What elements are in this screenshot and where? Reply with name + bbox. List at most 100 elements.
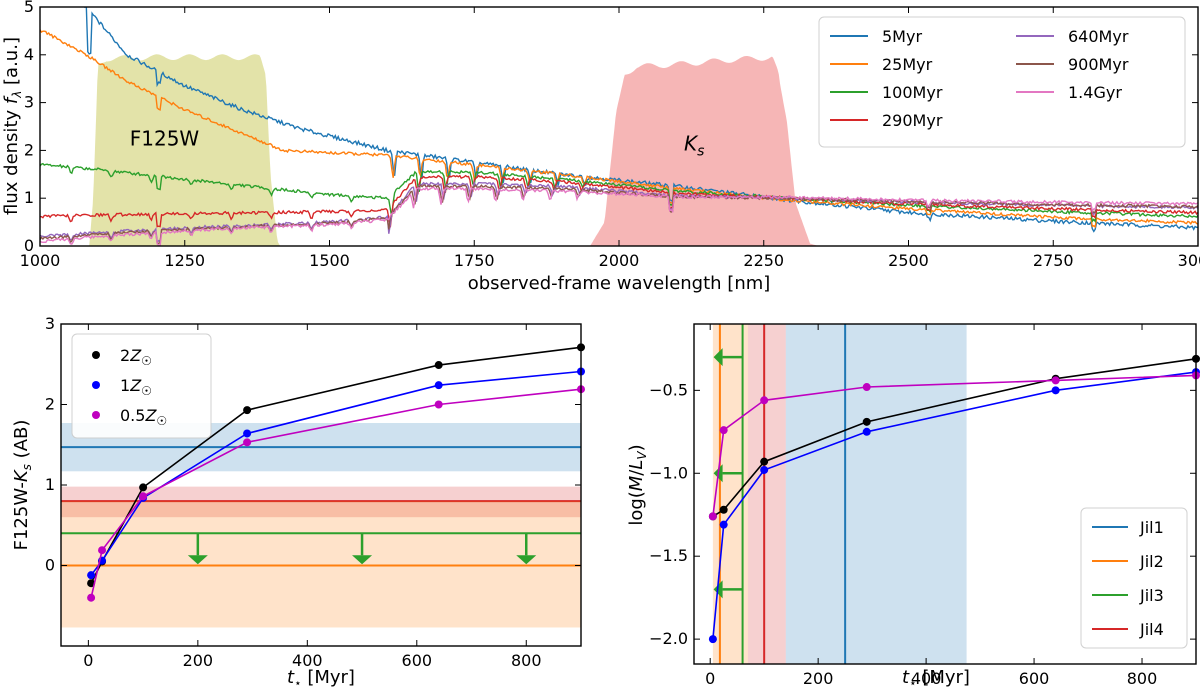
model-point <box>434 400 443 409</box>
top-ytick-label: 1 <box>24 188 34 207</box>
model-point <box>139 492 148 501</box>
top-xtick-label: 2500 <box>888 251 929 270</box>
age-band-jil1 <box>785 324 967 664</box>
track-05z <box>90 388 582 598</box>
br-xtick-label: 0 <box>705 669 715 688</box>
model-point <box>434 361 443 370</box>
filter-ks-label: Ks <box>684 131 704 159</box>
bl-xtick-label: 800 <box>511 651 542 670</box>
ml-track <box>712 371 1197 640</box>
ml-point <box>1051 376 1060 385</box>
spectrum-290myr <box>40 174 1198 228</box>
legend-label: 0.5Z☉ <box>120 406 167 428</box>
top-xtick-label: 2250 <box>743 251 784 270</box>
legend-label-900myr: 900Myr <box>1068 55 1129 74</box>
bl-xtick-label: 0 <box>83 651 93 670</box>
ml-point <box>719 505 728 514</box>
br-ytick-label: −1.5 <box>649 546 688 565</box>
model-point <box>87 593 96 602</box>
age-band-jil4 <box>747 324 786 664</box>
ml-point <box>760 465 769 474</box>
br-xtick-label: 200 <box>803 669 834 688</box>
top-ylabel: flux density fλ [a.u.] <box>1 37 24 215</box>
color-age-panel: 0 200 400 600 800 0 1 2 3 2Z☉ 1Z☉ 0.5Z☉ t⋆ [Myr] F… <box>11 314 585 690</box>
br-ytick-label: −2.0 <box>649 629 688 648</box>
model-point <box>139 483 148 492</box>
legend-label: 2Z☉ <box>120 346 152 368</box>
legend-label-290myr: 290Myr <box>882 111 943 130</box>
ml-point <box>719 520 728 529</box>
model-point <box>87 579 96 588</box>
spectrum-5myr <box>83 7 1198 233</box>
ml-point <box>719 426 728 435</box>
ml-point <box>760 457 769 466</box>
legend-marker <box>92 351 100 359</box>
legend-marker <box>92 411 100 419</box>
object-legend: Jil1 Jil2 Jil3 Jil4 <box>1080 507 1188 649</box>
upper-limit-arrow-head <box>187 555 208 565</box>
model-point <box>243 429 252 438</box>
ml-point <box>708 512 717 521</box>
br-xlabel: t⋆ [Myr] <box>902 667 970 690</box>
model-point <box>243 438 252 447</box>
top-ytick-label: 5 <box>24 0 34 16</box>
bl-ylabel: F125W-Ks (AB) <box>11 420 34 551</box>
legend-label-jil1: Jil1 <box>1139 518 1164 537</box>
bl-ytick-label: 0 <box>45 556 55 575</box>
top-ytick-label: 3 <box>24 93 34 112</box>
spectrum-25myr <box>40 29 1198 229</box>
top-xtick-label: 2750 <box>1033 251 1074 270</box>
spectrum-100myr <box>40 162 1198 224</box>
ml-point <box>862 383 871 392</box>
legend-label-jil4: Jil4 <box>1139 620 1164 639</box>
legend-label-jil2: Jil2 <box>1139 552 1164 571</box>
bl-xtick-label: 400 <box>292 651 323 670</box>
upper-limit-arrow-head <box>516 555 537 565</box>
band-jil2 <box>61 501 581 628</box>
br-xtick-label: 400 <box>911 669 942 688</box>
bl-ytick-label: 3 <box>45 314 55 333</box>
top-ytick-label: 4 <box>24 45 34 64</box>
top-xtick-label: 1750 <box>454 251 495 270</box>
ml-track <box>712 374 1197 517</box>
top-xlabel: observed-frame wavelength [nm] <box>468 273 771 294</box>
legend-label-5myr: 5Myr <box>882 27 922 46</box>
legend-label: 1Z☉ <box>120 376 152 398</box>
spectra-panel: 1000 1250 1500 1750 2000 2250 2500 2750 3000 0 1 2 3… <box>1 0 1200 294</box>
legend-label-25myr: 25Myr <box>882 55 933 74</box>
legend-label-640myr: 640Myr <box>1068 27 1129 46</box>
model-point <box>98 546 107 555</box>
br-ytick-label: −1.0 <box>649 463 688 482</box>
ml-point <box>708 635 717 644</box>
filter-f125w-curve <box>89 54 281 246</box>
bl-ytick-label: 2 <box>45 395 55 414</box>
spectra-legend: 5Myr 25Myr 100Myr 290Myr 640Myr 900Myr 1.4Gyr <box>818 16 1186 148</box>
model-point <box>87 571 96 580</box>
model-point <box>243 406 252 415</box>
bl-ytick-label: 1 <box>45 475 55 494</box>
legend-marker <box>92 381 100 389</box>
top-ytick-label: 0 <box>24 236 34 255</box>
br-xtick-label: 800 <box>1127 669 1158 688</box>
model-point <box>434 381 443 390</box>
ml-point <box>862 427 871 436</box>
top-xtick-label: 1500 <box>309 251 350 270</box>
legend-label-14gyr: 1.4Gyr <box>1068 83 1122 102</box>
ml-point <box>760 396 769 405</box>
bl-xlabel: t⋆ [Myr] <box>287 667 355 690</box>
spectrum-14gyr <box>40 186 1198 246</box>
top-xtick-label: 1250 <box>164 251 205 270</box>
limit-arrow-head <box>713 348 723 367</box>
ml-point <box>1051 386 1060 395</box>
top-ytick-label: 2 <box>24 140 34 159</box>
bl-xtick-label: 600 <box>402 651 433 670</box>
filter-f125w-label: F125W <box>130 127 200 151</box>
legend-label-100myr: 100Myr <box>882 83 943 102</box>
br-ytick-label: −0.5 <box>649 380 688 399</box>
metallicity-legend: 2Z☉ 1Z☉ 0.5Z☉ <box>71 333 212 439</box>
top-xtick-label: 3000 <box>1178 251 1200 270</box>
top-xtick-label: 2000 <box>599 251 640 270</box>
br-ylabel: log(M/LV) <box>626 444 649 525</box>
mass-to-light-panel: 0 200 400 600 800−2.0−1.5−1.0−0.5 Jil1Jil2Ji… <box>626 323 1200 690</box>
